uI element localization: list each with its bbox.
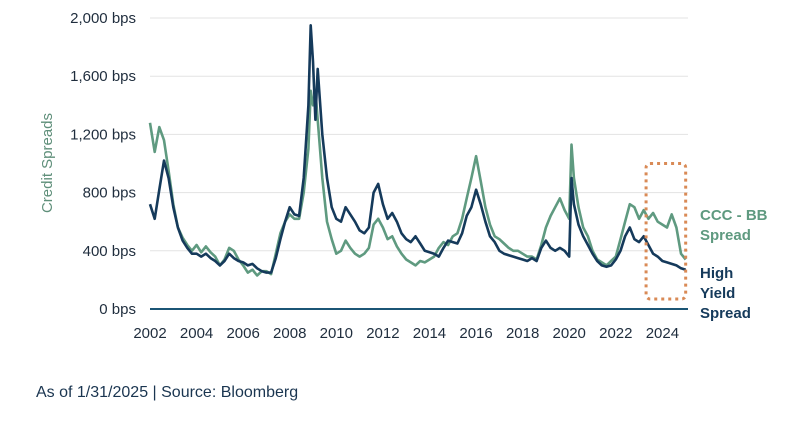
highlight-box (644, 162, 688, 301)
x-tick-label: 2008 (273, 325, 306, 342)
y-axis-label: Credit Spreads (39, 113, 56, 213)
x-tick-label: 2018 (506, 325, 539, 342)
x-tick-label: 2024 (646, 325, 679, 342)
x-tick-label: 2006 (226, 325, 259, 342)
legend: CCC - BB Spread High Yield Spread (700, 207, 768, 322)
y-tick-label: 0 bps (99, 301, 136, 318)
legend-label-ccc-bb: CCC - BB Spread (700, 207, 768, 244)
series-lines (148, 24, 688, 301)
y-tick-label: 800 bps (83, 185, 136, 202)
y-tick-label: 1,600 bps (70, 68, 136, 85)
x-tick-label: 2002 (133, 325, 166, 342)
series-line-high-yield (148, 24, 687, 274)
x-tick-label: 2010 (320, 325, 353, 342)
y-tick-label: 400 bps (83, 243, 136, 260)
series-line-ccc-bb (148, 89, 687, 277)
x-tick-label: 2022 (599, 325, 632, 342)
y-axis-ticks: 0 bps 400 bps 800 bps 1,200 bps 1,600 bps 2,0… (70, 10, 136, 318)
source-footer: As of 1/31/2025 | Source: Bloomberg (36, 384, 299, 401)
x-tick-label: 2016 (459, 325, 492, 342)
y-tick-label: 2,000 bps (70, 10, 136, 27)
x-tick-label: 2004 (180, 325, 213, 342)
legend-label-high-yield: High Yield Spread (700, 265, 751, 322)
x-tick-label: 2012 (366, 325, 399, 342)
credit-spreads-chart: 0 bps 400 bps 800 bps 1,200 bps 1,600 bps 2,0… (39, 10, 768, 342)
x-axis-ticks: 2002 2004 2006 2008 2010 2012 2014 2016 2018 2020… (133, 325, 679, 342)
y-tick-label: 1,200 bps (70, 126, 136, 143)
x-tick-label: 2020 (553, 325, 586, 342)
x-tick-label: 2014 (413, 325, 446, 342)
gridlines (150, 17, 688, 310)
